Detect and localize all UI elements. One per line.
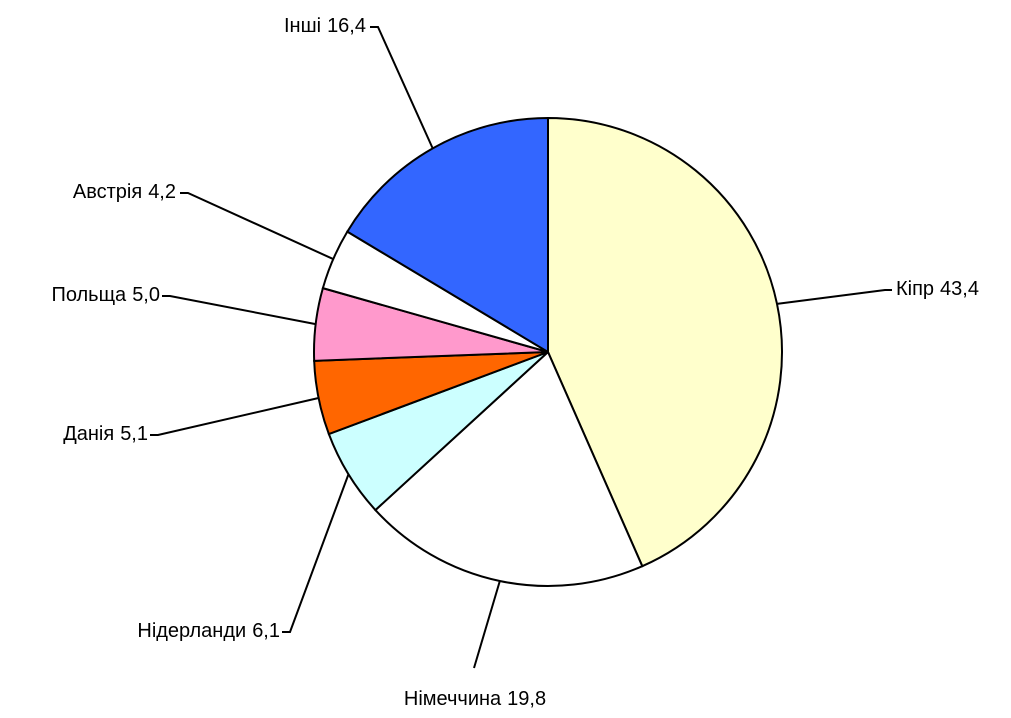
pie-slice: [374, 350, 644, 587]
data-label: Німеччина 19,8: [404, 688, 546, 710]
leader-line: [162, 295, 316, 326]
category-name: Кіпр: [896, 278, 934, 300]
value-label: 19,8: [507, 688, 546, 710]
category-name: Інші: [284, 15, 321, 37]
leader-line: [776, 289, 892, 305]
category-name: Польща: [51, 284, 127, 306]
category-name: Німеччина: [404, 688, 502, 710]
leader-line: [473, 580, 501, 669]
data-label: Австрія 4,2: [73, 181, 176, 203]
value-label: 5,1: [120, 423, 148, 445]
value-label: 5,0: [132, 284, 160, 306]
leader-line: [370, 26, 434, 149]
data-label: Данія 5,1: [63, 423, 148, 445]
leader-line: [150, 397, 319, 436]
pie-slice: [547, 116, 783, 568]
value-label: 16,4: [327, 15, 366, 37]
pie-slice: [345, 116, 549, 354]
data-label: Інші 16,4: [284, 15, 366, 37]
category-name: Австрія: [73, 181, 142, 203]
category-name: Данія: [63, 423, 114, 445]
category-name: Нідерланди: [137, 620, 246, 642]
value-label: 43,4: [940, 278, 979, 300]
value-label: 4,2: [148, 181, 176, 203]
data-label: Нідерланди 6,1: [137, 620, 280, 642]
leader-line: [282, 473, 350, 633]
data-label: Польща 5,0: [51, 284, 160, 306]
data-label: Кіпр 43,4: [896, 278, 979, 300]
value-label: 6,1: [252, 620, 280, 642]
leader-line: [180, 192, 334, 260]
